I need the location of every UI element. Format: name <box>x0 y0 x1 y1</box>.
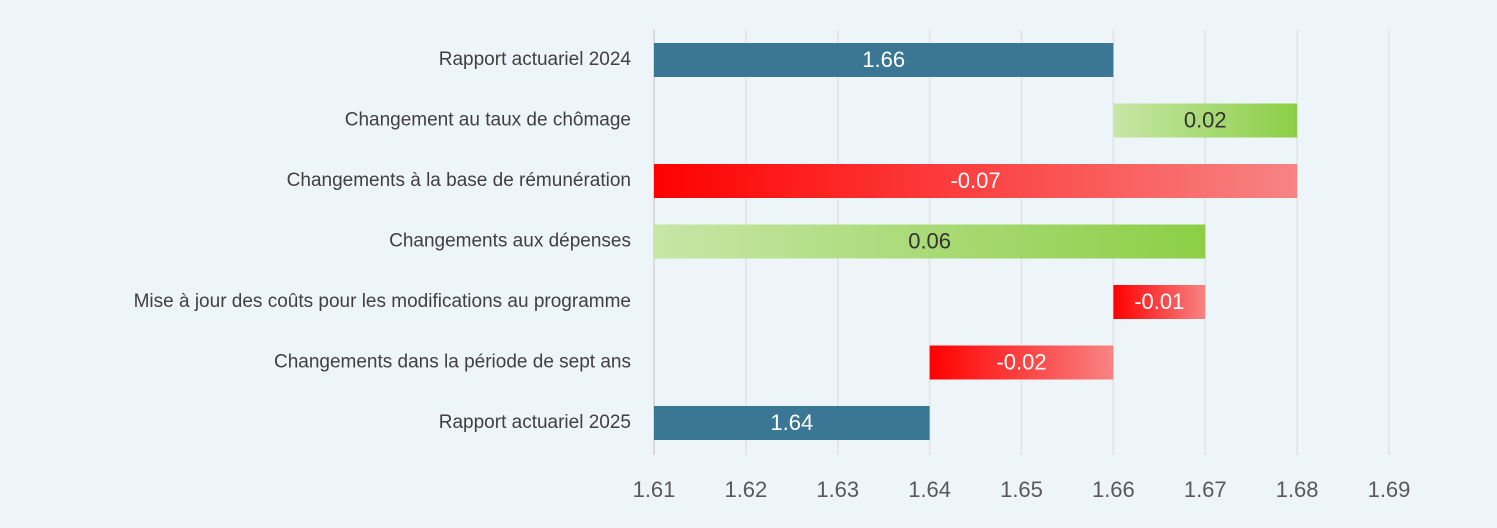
category-label: Changements dans la période de sept ans <box>274 352 631 373</box>
x-tick-label: 1.65 <box>1000 477 1043 502</box>
category-label: Rapport actuariel 2025 <box>439 412 631 433</box>
value-label: 1.66 <box>862 47 905 72</box>
x-tick-label: 1.64 <box>908 477 951 502</box>
category-label: Changements aux dépenses <box>389 231 631 252</box>
x-tick-label: 1.61 <box>633 477 676 502</box>
value-label: -0.07 <box>950 168 1000 193</box>
value-label: 1.64 <box>770 410 813 435</box>
x-tick-label: 1.62 <box>724 477 767 502</box>
bar <box>1113 285 1206 319</box>
value-label: 0.06 <box>908 228 951 253</box>
x-tick-label: 1.69 <box>1368 477 1411 502</box>
category-label: Rapport actuariel 2024 <box>439 49 632 70</box>
x-tick-label: 1.63 <box>816 477 859 502</box>
bar <box>654 406 930 440</box>
x-tick-label: 1.68 <box>1276 477 1319 502</box>
category-label: Mise à jour des coûts pour les modificat… <box>134 291 631 312</box>
bar <box>654 224 1206 259</box>
bar <box>654 43 1114 77</box>
bar <box>929 345 1114 380</box>
bar <box>1113 103 1298 138</box>
value-label: 0.02 <box>1184 107 1227 132</box>
x-tick-label: 1.66 <box>1092 477 1135 502</box>
x-tick-label: 1.67 <box>1184 477 1227 502</box>
category-label: Changement au taux de chômage <box>345 110 631 131</box>
value-label: -0.02 <box>996 349 1046 374</box>
bar <box>654 164 1298 198</box>
value-label: -0.01 <box>1134 289 1184 314</box>
category-label: Changements à la base de rémunération <box>287 170 631 191</box>
